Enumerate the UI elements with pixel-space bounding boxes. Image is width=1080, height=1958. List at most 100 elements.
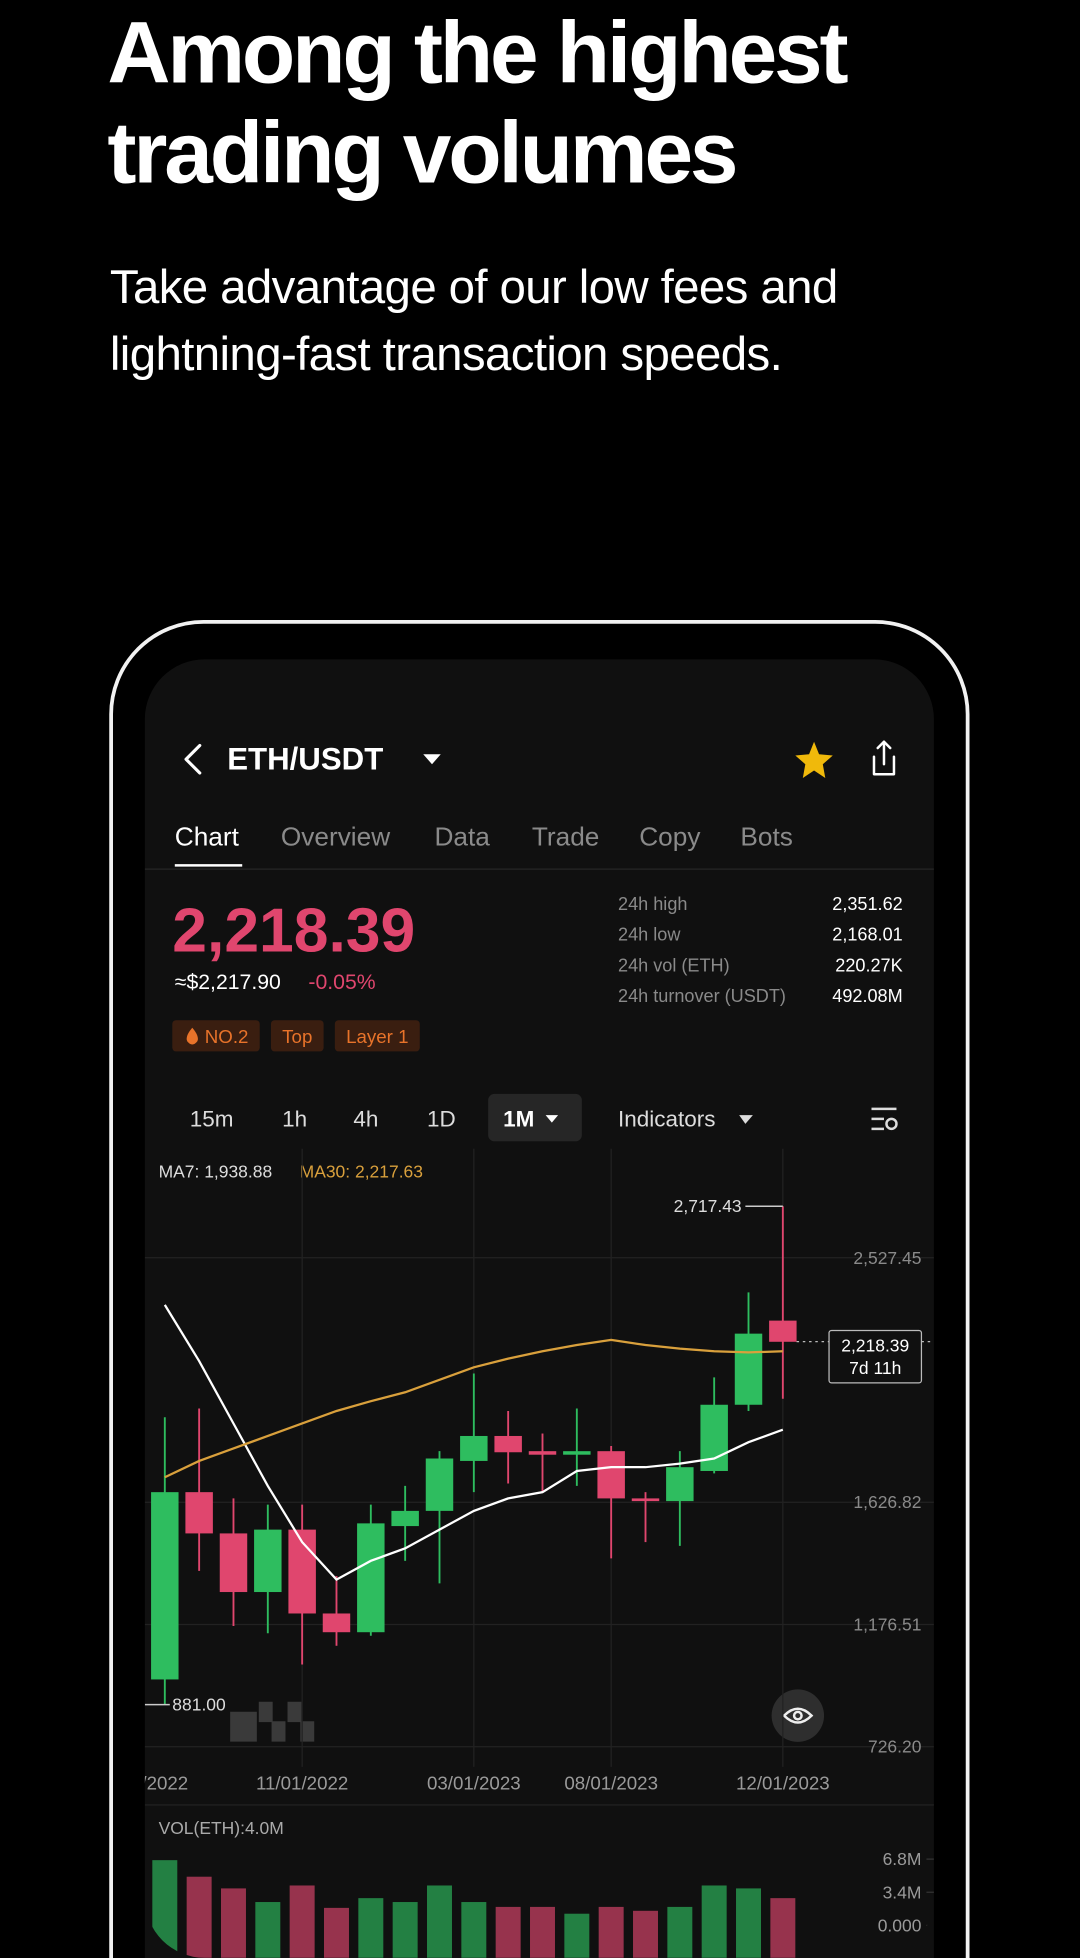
subheadline: Take advantage of our low fees and: [110, 261, 838, 314]
moving-average-line: [163, 1304, 784, 1581]
volume-bar: [701, 1885, 727, 1958]
pair-dropdown[interactable]: [423, 754, 441, 765]
candle-body: [666, 1467, 694, 1502]
eye-icon[interactable]: [782, 1707, 814, 1724]
headline: trading volumes: [107, 103, 736, 201]
pair-name: ETH/USDT: [227, 742, 383, 777]
phone-screen: [144, 659, 934, 1958]
moving-average-line: [164, 1338, 783, 1479]
y-tick-label: 2,527.45: [853, 1248, 921, 1268]
candle-body: [734, 1333, 763, 1405]
interval-dropdown[interactable]: [545, 1115, 559, 1123]
tab[interactable]: Trade: [532, 822, 599, 852]
volume-bar: [392, 1902, 418, 1958]
app: ▆▚▚ MA7: 1,938.88 MA30: 2,217.63 726.20 1,1…: [141, 740, 934, 1958]
x-tick-label: /2022: [141, 1773, 188, 1794]
plot-area: MA7: 1,938.88 MA30: 2,217.63 726.20 1,176.5…: [141, 1148, 934, 1958]
tag-background: [334, 1020, 420, 1052]
high-annotation: 2,717.43: [674, 1196, 742, 1216]
volume-bar: [770, 1898, 796, 1958]
candle-body: [425, 1458, 454, 1511]
stat-value: 492.08M: [832, 986, 902, 1006]
tab[interactable]: Copy: [639, 822, 701, 852]
x-tick-label: 08/01/2023: [564, 1773, 658, 1794]
volume-bar: [598, 1906, 624, 1958]
tag: Top: [270, 1020, 324, 1052]
volume-bar: [736, 1888, 761, 1958]
volume-bar: [289, 1885, 315, 1958]
x-tick-label: 12/01/2023: [736, 1773, 830, 1794]
candle-body: [631, 1498, 660, 1502]
interval[interactable]: 4h: [353, 1106, 378, 1131]
tab[interactable]: Bots: [740, 822, 792, 852]
subheadline: lightning-fast transaction speeds.: [110, 328, 782, 381]
volume-bar: [324, 1907, 349, 1958]
x-tick-label: 03/01/2023: [427, 1773, 521, 1794]
candle-body: [185, 1492, 213, 1534]
flame-icon: [186, 1027, 198, 1045]
volume-bar: [633, 1910, 658, 1958]
candle-body: [219, 1533, 248, 1593]
indicators-dropdown[interactable]: [739, 1115, 753, 1124]
visibility-button[interactable]: [771, 1689, 825, 1742]
interval-selected: [488, 1093, 582, 1142]
interval[interactable]: 15m: [190, 1106, 234, 1131]
price-change: -0.05%: [308, 971, 375, 994]
y-tick-label: 726.20: [868, 1737, 922, 1757]
price-usd: ≈$2,217.90: [175, 971, 281, 994]
y-tick-label: 1,176.51: [853, 1614, 921, 1634]
chart-settings[interactable]: [871, 1107, 898, 1131]
tab[interactable]: Chart: [175, 822, 240, 852]
tab[interactable]: Overview: [281, 822, 390, 852]
volume-bar: [461, 1902, 487, 1958]
candle-body: [563, 1451, 591, 1455]
stat-label: 24h turnover (USDT): [618, 986, 786, 1006]
low-annotation: 881.00: [172, 1695, 226, 1715]
tag: Layer 1: [334, 1020, 420, 1052]
interval[interactable]: 1D: [427, 1106, 456, 1131]
headline: Among the highest: [107, 4, 848, 102]
x-tick-label: 11/01/2022: [256, 1773, 348, 1794]
interval[interactable]: 1M: [503, 1106, 534, 1131]
candle-body: [494, 1435, 522, 1453]
candle-body: [151, 1492, 179, 1680]
volume-tick-label: 0.000: [878, 1915, 922, 1935]
volume-bar: [530, 1906, 555, 1958]
candle-body: [769, 1320, 797, 1342]
tab-underline: [174, 864, 243, 867]
legend-entry: MA7: 1,938.88: [159, 1161, 273, 1181]
watermark: ▆▚▚: [230, 1702, 317, 1742]
volume-label: VOL(ETH):4.0M: [159, 1818, 284, 1838]
stat-label: 24h low: [618, 925, 681, 945]
volume-tick-label: 3.4M: [883, 1882, 922, 1902]
candle-body: [528, 1451, 557, 1455]
back-button[interactable]: [184, 743, 202, 775]
countdown-label: 7d 11h: [849, 1358, 901, 1378]
volume-bar: [564, 1913, 590, 1958]
stat-value: 2,168.01: [832, 925, 902, 945]
volume-bar: [220, 1888, 246, 1958]
interval[interactable]: 1h: [282, 1106, 307, 1131]
last-price-box: [828, 1329, 923, 1384]
volume-bar: [255, 1902, 281, 1958]
candle-body: [460, 1435, 488, 1461]
candle-body: [254, 1529, 282, 1593]
indicators-button[interactable]: Indicators: [618, 1106, 715, 1131]
candle-body: [322, 1613, 351, 1633]
stat-value: 220.27K: [835, 955, 902, 975]
volume-bar: [186, 1876, 212, 1958]
tag-label: Top: [282, 1026, 312, 1047]
candle-body: [357, 1523, 385, 1633]
volume-divider: [144, 1804, 934, 1806]
tag: NO.2: [172, 1020, 260, 1052]
favorite-star[interactable]: [795, 741, 833, 778]
candle-body: [597, 1451, 625, 1499]
candle-body: [391, 1510, 419, 1527]
tag-label: NO.2: [205, 1026, 249, 1047]
y-tick-label: 1,626.82: [853, 1492, 921, 1512]
share-button[interactable]: [872, 740, 896, 776]
volume-bar: [667, 1906, 693, 1958]
tab[interactable]: Data: [434, 822, 490, 852]
